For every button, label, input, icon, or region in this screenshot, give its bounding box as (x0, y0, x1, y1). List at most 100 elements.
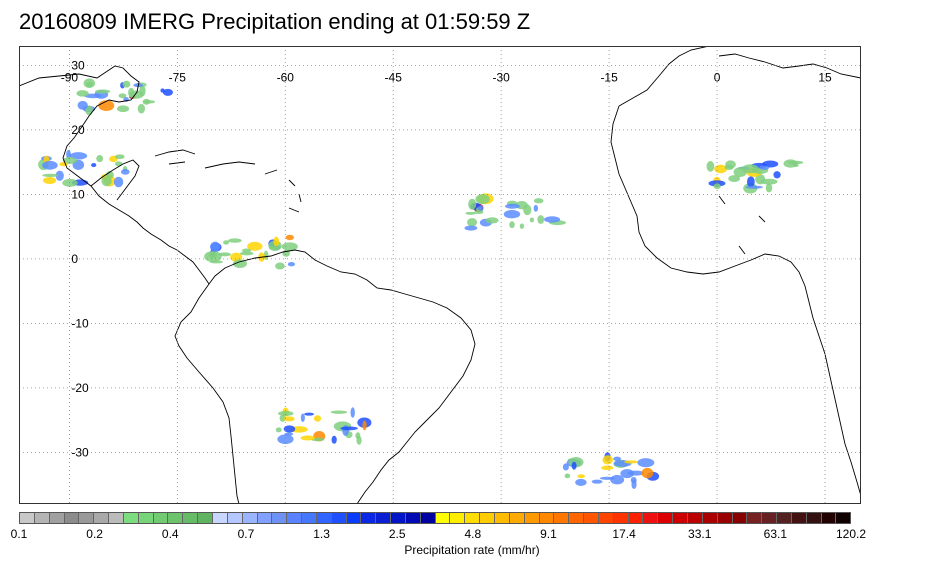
rain-cell (503, 210, 521, 219)
colorbar-swatch (495, 513, 510, 523)
rain-cell (714, 164, 728, 174)
rain-cell (241, 248, 252, 253)
colorbar-swatch (806, 513, 822, 523)
colorbar-swatch (836, 513, 851, 523)
rain-cell (599, 476, 615, 480)
longitude-tick-label: 15 (818, 70, 832, 84)
colorbar-tick-label: 33.1 (688, 527, 712, 541)
rain-cell (95, 89, 111, 94)
colorbar-swatch (34, 513, 50, 523)
rain-cell (86, 81, 93, 88)
colorbar-swatch (598, 513, 614, 523)
colorbar-tick-label: 0.7 (237, 527, 255, 541)
colorbar-swatch (227, 513, 243, 523)
colorbar-swatch (643, 513, 659, 523)
rain-cell (300, 435, 315, 441)
rain-cell (475, 194, 490, 205)
colorbar-swatch (658, 513, 674, 523)
colorbar-swatch (524, 513, 540, 523)
colorbar-tick-label: 0.1 (10, 527, 28, 541)
colorbar-tick-label: 2.5 (388, 527, 406, 541)
rain-cell (160, 88, 165, 93)
colorbar-swatch (316, 513, 332, 523)
rain-cell (758, 165, 770, 170)
rain-cell (275, 427, 282, 433)
rain-cell (610, 474, 625, 485)
rain-cell (624, 460, 639, 464)
colorbar-swatch (287, 513, 303, 523)
colorbar-swatch (420, 513, 436, 523)
rain-cell (571, 461, 577, 470)
rain-cell (42, 173, 59, 178)
longitude-tick-label: -15 (600, 70, 618, 84)
colorbar-swatch (138, 513, 154, 523)
rain-cell (474, 210, 484, 215)
rain-cell (122, 80, 131, 88)
coastline-south-america-west (174, 283, 240, 504)
rain-cell (283, 425, 296, 433)
rain-cell (544, 216, 561, 223)
rain-cell (69, 152, 88, 160)
colorbar-tick-label: 9.1 (540, 527, 557, 541)
rain-cell (477, 205, 484, 212)
colorbar-swatch (613, 513, 629, 523)
colorbar-swatch (821, 513, 837, 523)
rain-cell (118, 93, 127, 99)
lat-lon-grid (19, 46, 861, 504)
colorbar-tick-label: 4.8 (464, 527, 482, 541)
rain-cell (209, 260, 223, 264)
rain-cell (529, 217, 535, 223)
colorbar-swatch (123, 513, 139, 523)
colorbar-swatch (702, 513, 718, 523)
rain-cell (284, 432, 294, 436)
precipitation-colorbar (19, 512, 851, 524)
rain-cell (142, 98, 151, 105)
colorbar-swatch (153, 513, 169, 523)
rain-cell (304, 412, 314, 416)
rain-cell (91, 163, 97, 168)
colorbar-swatch (732, 513, 748, 523)
rain-cell (601, 465, 614, 471)
longitude-tick-labels: -90 -75 -60 -45 -30 -15 0 15 (61, 70, 832, 84)
rain-cell (114, 154, 125, 160)
colorbar-tick-label: 17.4 (612, 527, 636, 541)
rain-cell (355, 432, 361, 439)
rain-cell (468, 198, 477, 210)
rain-cell (66, 149, 71, 159)
rain-cell (350, 407, 355, 418)
rain-cell (278, 411, 294, 416)
colorbar-caption: Precipitation rate (mm/hr) (404, 543, 540, 557)
longitude-tick-label: -45 (385, 70, 403, 84)
rain-cell (273, 236, 280, 247)
colorbar-swatch (791, 513, 807, 523)
rain-cell (641, 467, 654, 479)
colorbar-swatch (302, 513, 317, 523)
rain-cell (128, 90, 144, 99)
rain-cell (313, 415, 322, 422)
colorbar-swatch (747, 513, 763, 523)
precipitation-map: 30 20 10 0 -10 -20 -30 -90 -75 -60 -45 -30 -15 0 15 (19, 46, 861, 504)
latitude-tick-label: 30 (71, 58, 85, 72)
colorbar-swatch (183, 513, 199, 523)
colorbar-swatch (361, 513, 377, 523)
colorbar-tick-label: 1.3 (313, 527, 330, 541)
colorbar-tick-label: 63.1 (763, 527, 788, 541)
rain-cell (465, 211, 476, 215)
rain-cell (602, 455, 613, 465)
colorbar-swatch (762, 513, 778, 523)
colorbar-swatch (405, 513, 421, 523)
latitude-tick-label: -20 (71, 381, 89, 395)
rain-cell (741, 164, 760, 174)
rain-cell (746, 176, 755, 188)
rain-cell (637, 458, 655, 468)
rain-cell (275, 262, 285, 270)
colorbar-swatch (450, 513, 466, 523)
longitude-tick-label: 0 (714, 70, 721, 84)
colorbar-swatch (465, 513, 481, 523)
latitude-tick-labels: 30 20 10 0 -10 -20 -30 (71, 58, 89, 459)
latitude-tick-label: 0 (71, 252, 78, 266)
coastline-africa-interior-lakes (718, 195, 766, 255)
rain-cell (210, 241, 221, 252)
rain-overlay (38, 78, 804, 490)
rain-cell (575, 478, 587, 486)
